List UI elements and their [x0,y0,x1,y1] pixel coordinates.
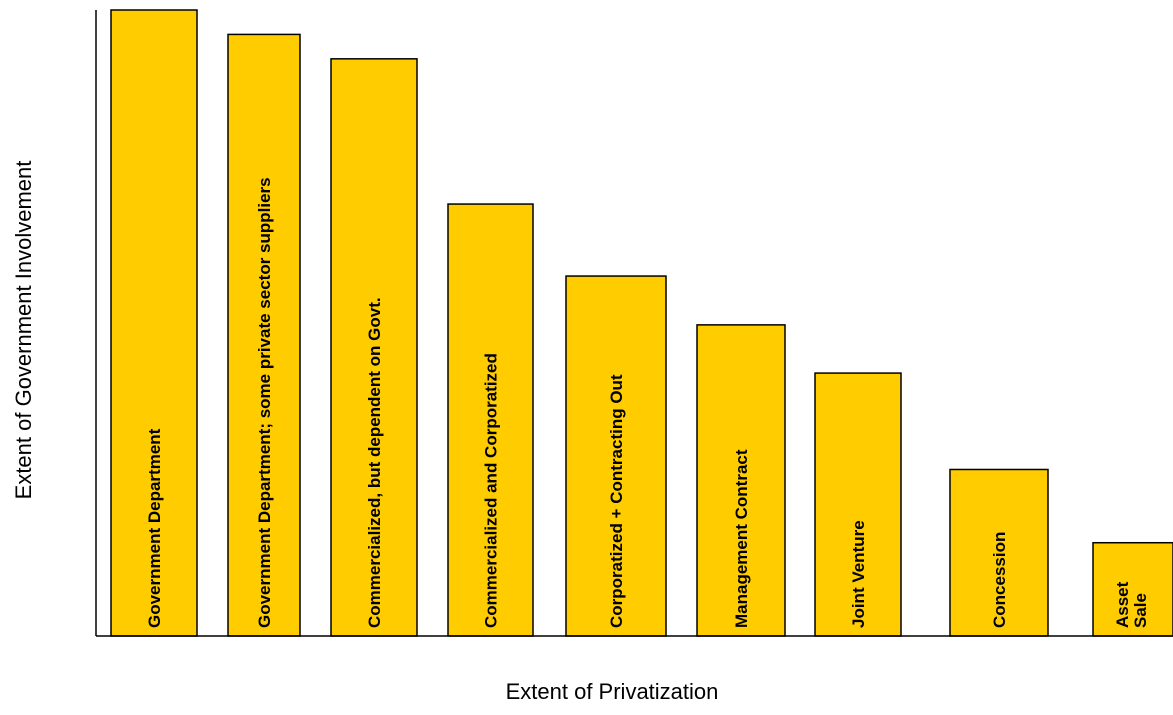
bar-5 [565,275,667,637]
bar-label-7: Joint Venture [849,520,868,628]
bar-label-5: Corporatized + Contracting Out [607,374,626,628]
bar-label-6: Management Contract [732,449,751,628]
y-axis-title: Extent of Government Involvement [11,161,36,500]
bar-3 [330,58,418,637]
bar-label-4: Commercialized and Corporatized [482,353,501,628]
bar-2 [227,33,301,637]
bar-label-8: Concession [990,532,1009,628]
bar-label-9: AssetSale [1113,581,1150,628]
bar-9 [1092,541,1173,637]
x-axis-title: Extent of Privatization [506,679,719,704]
bars-group: Government Department Government Departme… [110,9,1173,637]
bar-4 [447,203,534,637]
bar-label-2: Government Department; some private sect… [255,177,274,628]
bar-1 [110,9,198,637]
bar-label-3: Commercialized, but dependent on Govt. [365,297,384,628]
bar-6 [696,324,786,637]
bar-8 [949,468,1049,637]
bar-label-1: Government Department [145,428,164,628]
